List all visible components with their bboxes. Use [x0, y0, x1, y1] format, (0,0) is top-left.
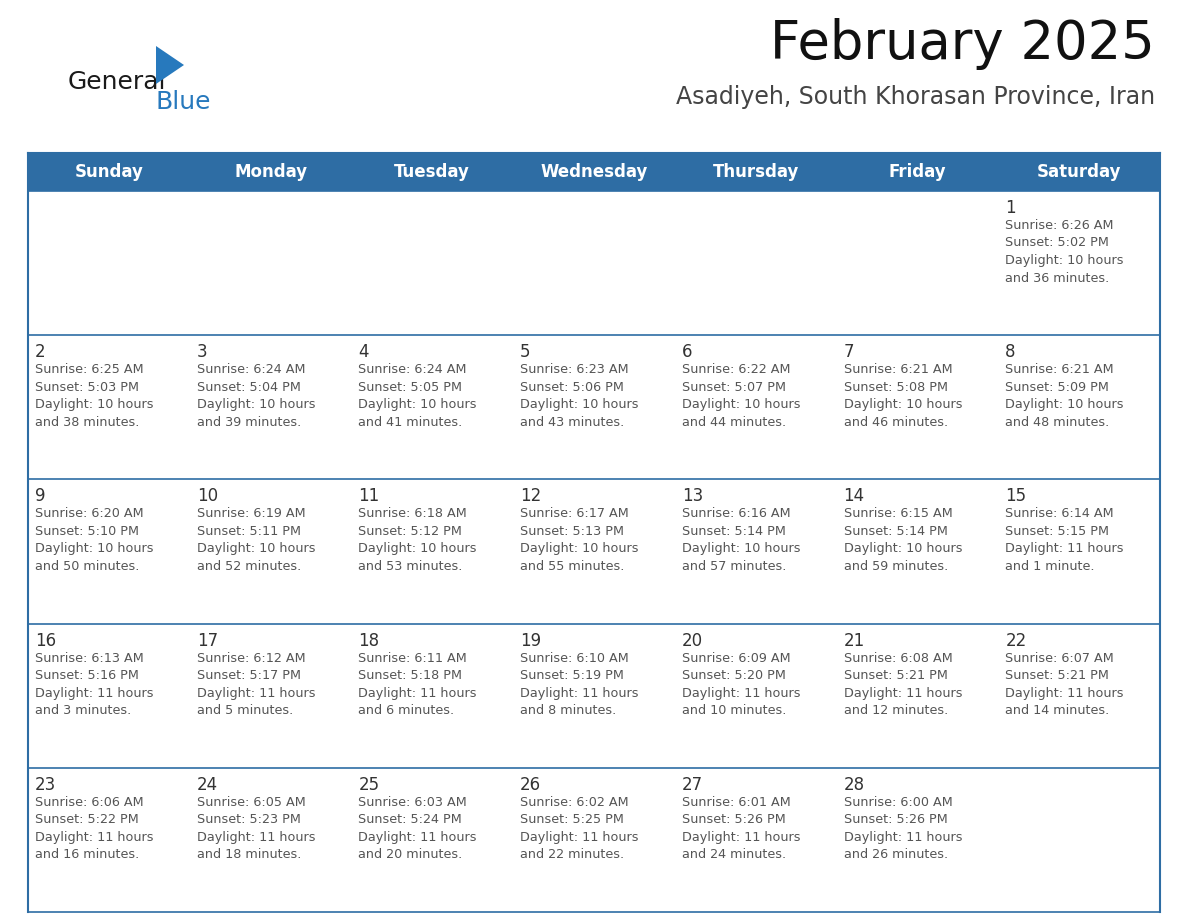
Text: Thursday: Thursday [713, 163, 798, 181]
Text: Wednesday: Wednesday [541, 163, 647, 181]
Text: Friday: Friday [889, 163, 946, 181]
Text: 22: 22 [1005, 632, 1026, 650]
Text: 14: 14 [843, 487, 865, 506]
Text: Sunrise: 6:20 AM
Sunset: 5:10 PM
Daylight: 10 hours
and 50 minutes.: Sunrise: 6:20 AM Sunset: 5:10 PM Dayligh… [34, 508, 153, 573]
Text: Sunrise: 6:17 AM
Sunset: 5:13 PM
Daylight: 10 hours
and 55 minutes.: Sunrise: 6:17 AM Sunset: 5:13 PM Dayligh… [520, 508, 639, 573]
Text: 15: 15 [1005, 487, 1026, 506]
Text: Sunrise: 6:10 AM
Sunset: 5:19 PM
Daylight: 11 hours
and 8 minutes.: Sunrise: 6:10 AM Sunset: 5:19 PM Dayligh… [520, 652, 639, 717]
Text: 26: 26 [520, 776, 542, 794]
Text: Sunrise: 6:07 AM
Sunset: 5:21 PM
Daylight: 11 hours
and 14 minutes.: Sunrise: 6:07 AM Sunset: 5:21 PM Dayligh… [1005, 652, 1124, 717]
Text: Sunrise: 6:25 AM
Sunset: 5:03 PM
Daylight: 10 hours
and 38 minutes.: Sunrise: 6:25 AM Sunset: 5:03 PM Dayligh… [34, 364, 153, 429]
Text: Sunrise: 6:18 AM
Sunset: 5:12 PM
Daylight: 10 hours
and 53 minutes.: Sunrise: 6:18 AM Sunset: 5:12 PM Dayligh… [359, 508, 476, 573]
Text: Sunrise: 6:21 AM
Sunset: 5:08 PM
Daylight: 10 hours
and 46 minutes.: Sunrise: 6:21 AM Sunset: 5:08 PM Dayligh… [843, 364, 962, 429]
Text: 5: 5 [520, 343, 531, 361]
Text: 16: 16 [34, 632, 56, 650]
Bar [29, 335, 1159, 479]
Text: 4: 4 [359, 343, 369, 361]
Text: Saturday: Saturday [1037, 163, 1121, 181]
Text: 12: 12 [520, 487, 542, 506]
Text: 3: 3 [197, 343, 208, 361]
Text: Sunrise: 6:02 AM
Sunset: 5:25 PM
Daylight: 11 hours
and 22 minutes.: Sunrise: 6:02 AM Sunset: 5:25 PM Dayligh… [520, 796, 639, 861]
Text: 23: 23 [34, 776, 56, 794]
Text: 18: 18 [359, 632, 379, 650]
Polygon shape [156, 46, 184, 84]
Text: Sunrise: 6:09 AM
Sunset: 5:20 PM
Daylight: 11 hours
and 10 minutes.: Sunrise: 6:09 AM Sunset: 5:20 PM Dayligh… [682, 652, 801, 717]
Text: 19: 19 [520, 632, 542, 650]
Text: 9: 9 [34, 487, 45, 506]
Text: Sunday: Sunday [75, 163, 144, 181]
Text: 1: 1 [1005, 199, 1016, 217]
Text: Sunrise: 6:19 AM
Sunset: 5:11 PM
Daylight: 10 hours
and 52 minutes.: Sunrise: 6:19 AM Sunset: 5:11 PM Dayligh… [197, 508, 315, 573]
Text: Monday: Monday [234, 163, 308, 181]
Text: Sunrise: 6:12 AM
Sunset: 5:17 PM
Daylight: 11 hours
and 5 minutes.: Sunrise: 6:12 AM Sunset: 5:17 PM Dayligh… [197, 652, 315, 717]
Text: 13: 13 [682, 487, 703, 506]
Text: Sunrise: 6:22 AM
Sunset: 5:07 PM
Daylight: 10 hours
and 44 minutes.: Sunrise: 6:22 AM Sunset: 5:07 PM Dayligh… [682, 364, 801, 429]
Text: General: General [68, 70, 166, 94]
Text: Blue: Blue [156, 90, 211, 114]
Text: Sunrise: 6:21 AM
Sunset: 5:09 PM
Daylight: 10 hours
and 48 minutes.: Sunrise: 6:21 AM Sunset: 5:09 PM Dayligh… [1005, 364, 1124, 429]
Text: Sunrise: 6:05 AM
Sunset: 5:23 PM
Daylight: 11 hours
and 18 minutes.: Sunrise: 6:05 AM Sunset: 5:23 PM Dayligh… [197, 796, 315, 861]
Text: Sunrise: 6:24 AM
Sunset: 5:05 PM
Daylight: 10 hours
and 41 minutes.: Sunrise: 6:24 AM Sunset: 5:05 PM Dayligh… [359, 364, 476, 429]
Text: 2: 2 [34, 343, 45, 361]
Text: 6: 6 [682, 343, 693, 361]
Bar [29, 479, 1159, 623]
Bar [29, 191, 1159, 335]
Text: Sunrise: 6:16 AM
Sunset: 5:14 PM
Daylight: 10 hours
and 57 minutes.: Sunrise: 6:16 AM Sunset: 5:14 PM Dayligh… [682, 508, 801, 573]
Text: Asadiyeh, South Khorasan Province, Iran: Asadiyeh, South Khorasan Province, Iran [676, 85, 1155, 109]
Text: Sunrise: 6:23 AM
Sunset: 5:06 PM
Daylight: 10 hours
and 43 minutes.: Sunrise: 6:23 AM Sunset: 5:06 PM Dayligh… [520, 364, 639, 429]
Text: Sunrise: 6:15 AM
Sunset: 5:14 PM
Daylight: 10 hours
and 59 minutes.: Sunrise: 6:15 AM Sunset: 5:14 PM Dayligh… [843, 508, 962, 573]
Text: 7: 7 [843, 343, 854, 361]
Text: 17: 17 [197, 632, 217, 650]
Bar [29, 767, 1159, 912]
Text: 28: 28 [843, 776, 865, 794]
Text: Sunrise: 6:08 AM
Sunset: 5:21 PM
Daylight: 11 hours
and 12 minutes.: Sunrise: 6:08 AM Sunset: 5:21 PM Dayligh… [843, 652, 962, 717]
Text: Sunrise: 6:01 AM
Sunset: 5:26 PM
Daylight: 11 hours
and 24 minutes.: Sunrise: 6:01 AM Sunset: 5:26 PM Dayligh… [682, 796, 801, 861]
Bar [29, 153, 1159, 191]
Text: 8: 8 [1005, 343, 1016, 361]
Text: 24: 24 [197, 776, 217, 794]
Text: Sunrise: 6:13 AM
Sunset: 5:16 PM
Daylight: 11 hours
and 3 minutes.: Sunrise: 6:13 AM Sunset: 5:16 PM Dayligh… [34, 652, 153, 717]
Text: 10: 10 [197, 487, 217, 506]
Text: Tuesday: Tuesday [394, 163, 470, 181]
Text: 27: 27 [682, 776, 703, 794]
Text: 21: 21 [843, 632, 865, 650]
Text: 20: 20 [682, 632, 703, 650]
Text: Sunrise: 6:11 AM
Sunset: 5:18 PM
Daylight: 11 hours
and 6 minutes.: Sunrise: 6:11 AM Sunset: 5:18 PM Dayligh… [359, 652, 476, 717]
Text: Sunrise: 6:14 AM
Sunset: 5:15 PM
Daylight: 11 hours
and 1 minute.: Sunrise: 6:14 AM Sunset: 5:15 PM Dayligh… [1005, 508, 1124, 573]
Text: 25: 25 [359, 776, 379, 794]
Text: Sunrise: 6:24 AM
Sunset: 5:04 PM
Daylight: 10 hours
and 39 minutes.: Sunrise: 6:24 AM Sunset: 5:04 PM Dayligh… [197, 364, 315, 429]
Bar [29, 623, 1159, 767]
Text: Sunrise: 6:03 AM
Sunset: 5:24 PM
Daylight: 11 hours
and 20 minutes.: Sunrise: 6:03 AM Sunset: 5:24 PM Dayligh… [359, 796, 476, 861]
Text: February 2025: February 2025 [770, 18, 1155, 70]
Text: 11: 11 [359, 487, 380, 506]
Text: Sunrise: 6:26 AM
Sunset: 5:02 PM
Daylight: 10 hours
and 36 minutes.: Sunrise: 6:26 AM Sunset: 5:02 PM Dayligh… [1005, 219, 1124, 285]
Text: Sunrise: 6:00 AM
Sunset: 5:26 PM
Daylight: 11 hours
and 26 minutes.: Sunrise: 6:00 AM Sunset: 5:26 PM Dayligh… [843, 796, 962, 861]
Text: Sunrise: 6:06 AM
Sunset: 5:22 PM
Daylight: 11 hours
and 16 minutes.: Sunrise: 6:06 AM Sunset: 5:22 PM Dayligh… [34, 796, 153, 861]
